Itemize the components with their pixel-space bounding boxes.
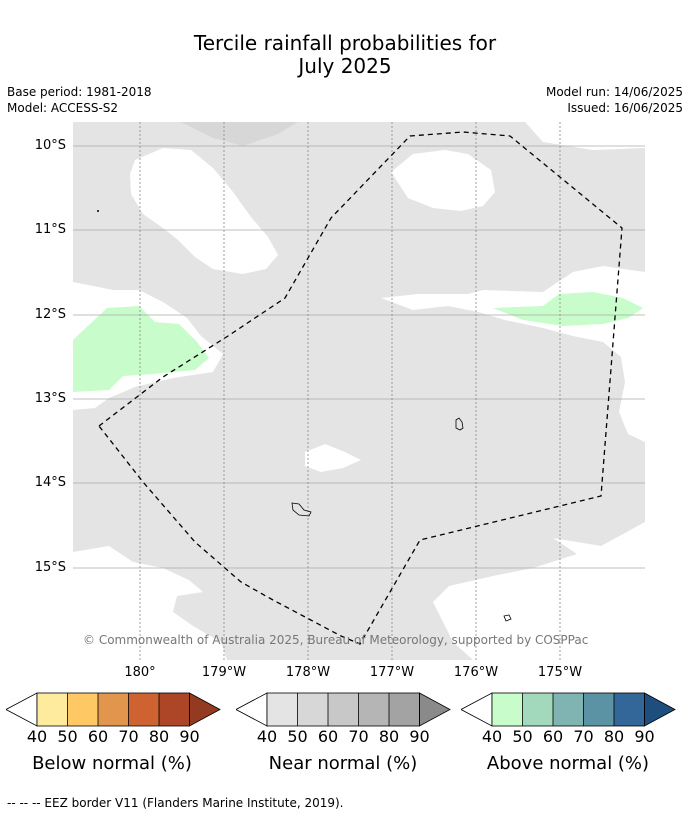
- colorbar-above-normal: [460, 692, 676, 727]
- lat-label-13s: 13°S: [34, 391, 66, 406]
- issued-label: Issued: 16/06/2025: [567, 101, 683, 115]
- legend-below-tick-90: 90: [179, 727, 200, 746]
- colorbar-below-70-80: [128, 693, 159, 726]
- legend-near-tick-80: 80: [378, 727, 400, 746]
- map-title-line1: Tercile rainfall probabilities for: [193, 31, 497, 55]
- legend-above-tick-60: 60: [542, 727, 564, 746]
- island-east: [455, 417, 464, 431]
- white-region-top-right: [391, 150, 495, 211]
- near-normal-50-region: [181, 122, 298, 146]
- colorbar-above-over: [644, 692, 676, 727]
- colorbar-near-normal: [235, 692, 451, 727]
- lon-label-179w: 179°W: [201, 665, 247, 680]
- legend-above-tick-90: 90: [634, 727, 655, 746]
- lat-label-11s: 11°S: [34, 222, 66, 237]
- lat-label-14s: 14°S: [34, 475, 66, 490]
- above-normal-right-region: [493, 292, 643, 326]
- eez-border: [98, 131, 623, 645]
- map-canvas: [73, 122, 645, 660]
- legend-below-tick-50: 50: [57, 727, 78, 746]
- colorbar-near-70-80: [358, 693, 389, 726]
- colorbar-above-50-60: [522, 693, 553, 726]
- lon-label-177w: 177°W: [369, 665, 415, 680]
- colorbar-near-40-50: [267, 693, 298, 726]
- colorbar-near-50-60: [297, 693, 328, 726]
- legend-below-normal: 40 50 60 70 80 90 Below normal (%): [5, 692, 222, 782]
- island-central: [291, 502, 312, 517]
- legend-near-tick-70: 70: [348, 727, 369, 746]
- legend-above-tick-70: 70: [573, 727, 594, 746]
- colorbar-above-80-90: [614, 693, 645, 726]
- legend-above-tick-50: 50: [512, 727, 533, 746]
- lon-label-180: 180°: [124, 665, 156, 680]
- legend-above-tick-40: 40: [481, 727, 503, 746]
- above-normal-left-region: [73, 306, 209, 392]
- lat-label-12s: 12°S: [34, 307, 66, 322]
- lon-label-175w: 175°W: [537, 665, 583, 680]
- island-dot: [97, 210, 99, 212]
- colorbar-near-under: [235, 692, 268, 727]
- legend-near-caption: Near normal (%): [268, 753, 418, 774]
- colorbar-above-60-70: [553, 693, 584, 726]
- colorbar-near-60-70: [328, 693, 359, 726]
- colorbar-below-over: [189, 692, 221, 727]
- legend-near-tick-60: 60: [317, 727, 339, 746]
- legend-above-normal: 40 50 60 70 80 90 Above normal (%): [460, 692, 677, 782]
- lon-label-178w: 178°W: [285, 665, 331, 680]
- white-region-bottom-left: [73, 546, 227, 660]
- colorbar-below-60-70: [98, 693, 129, 726]
- white-region-top-edge: [525, 122, 645, 150]
- colorbar-below-normal: [5, 692, 221, 727]
- copyright-notice: © Commonwealth of Australia 2025, Bureau…: [83, 633, 589, 647]
- white-region-bottom-right: [433, 522, 645, 660]
- legend-near-normal: 40 50 60 70 80 90 Near normal (%): [235, 692, 452, 782]
- map-panel: © Commonwealth of Australia 2025, Bureau…: [73, 122, 645, 660]
- legend-below-tick-60: 60: [87, 727, 109, 746]
- white-region-small-island-area: [305, 444, 361, 472]
- legend-above-tick-80: 80: [603, 727, 625, 746]
- lon-label-176w: 176°W: [453, 665, 499, 680]
- colorbar-near-over: [419, 692, 451, 727]
- latitude-gridlines: [73, 145, 645, 569]
- colorbar-below-50-60: [67, 693, 98, 726]
- legend-below-tick-70: 70: [118, 727, 139, 746]
- colorbar-above-under: [460, 692, 493, 727]
- model-run-label: Model run: 14/06/2025: [545, 85, 683, 99]
- map-title-line2: July 2025: [298, 54, 392, 78]
- colorbar-near-80-90: [389, 693, 420, 726]
- legend-near-tick-40: 40: [256, 727, 278, 746]
- colorbar-below-40-50: [37, 693, 68, 726]
- legend-above-caption: Above normal (%): [486, 753, 650, 774]
- colorbar-below-under: [5, 692, 38, 727]
- colorbar-below-80-90: [159, 693, 190, 726]
- colorbar-above-40-50: [492, 693, 523, 726]
- legend-below-tick-40: 40: [26, 727, 48, 746]
- legend-below-caption: Below normal (%): [32, 753, 192, 774]
- white-region-top-left: [130, 148, 278, 274]
- legend-near-tick-90: 90: [409, 727, 430, 746]
- legend-near-tick-50: 50: [287, 727, 308, 746]
- colorbar-above-70-80: [583, 693, 614, 726]
- longitude-gridlines: [139, 122, 561, 660]
- model-label: Model: ACCESS-S2: [7, 101, 119, 115]
- base-period-label: Base period: 1981-2018: [7, 85, 152, 99]
- lat-label-10s: 10°S: [34, 138, 66, 153]
- lat-label-15s: 15°S: [34, 560, 66, 575]
- island-south: [503, 614, 512, 622]
- legend-below-tick-80: 80: [148, 727, 170, 746]
- eez-border-note: -- -- -- EEZ border V11 (Flanders Marine…: [7, 796, 344, 810]
